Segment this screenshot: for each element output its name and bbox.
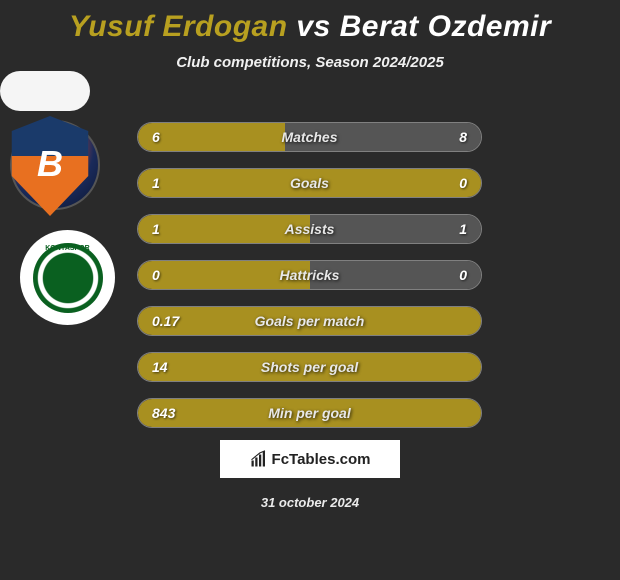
- stat-label: Assists: [285, 221, 335, 237]
- stat-row: 0 0 Hattricks: [137, 260, 482, 290]
- stat-row: 14 Shots per goal: [137, 352, 482, 382]
- stat-label: Min per goal: [268, 405, 350, 421]
- stat-value-left: 6: [152, 129, 160, 145]
- stat-label: Goals per match: [255, 313, 365, 329]
- stat-value-right: 0: [459, 267, 467, 283]
- stat-value-left: 14: [152, 359, 168, 375]
- stat-row: 1 0 Goals: [137, 168, 482, 198]
- stat-value-right: 8: [459, 129, 467, 145]
- club-badge-right: B: [0, 111, 100, 221]
- stat-value-left: 1: [152, 175, 160, 191]
- stat-value-left: 1: [152, 221, 160, 237]
- club-badge-left-icon: Konyaspor: [33, 243, 103, 313]
- stat-row: 1 1 Assists: [137, 214, 482, 244]
- stat-label: Shots per goal: [261, 359, 358, 375]
- stat-value-left: 0.17: [152, 313, 179, 329]
- stat-row: 6 8 Matches: [137, 122, 482, 152]
- stat-value-right: 0: [459, 175, 467, 191]
- club-badge-left-label: Konyaspor: [33, 245, 103, 252]
- footer-brand-box[interactable]: FcTables.com: [220, 440, 400, 478]
- title-player-left: Yusuf Erdogan: [69, 10, 288, 43]
- chart-icon: [250, 450, 268, 468]
- stat-row: 0.17 Goals per match: [137, 306, 482, 336]
- title-player-right: Berat Ozdemir: [340, 10, 552, 43]
- stat-label: Hattricks: [280, 267, 340, 283]
- stat-label: Matches: [281, 129, 337, 145]
- stats-bars: 6 8 Matches 1 0 Goals 1 1 Assists 0 0 Hattricks 0.17…: [137, 122, 482, 444]
- footer-brand-text: FcTables.com: [272, 451, 371, 468]
- club-badge-left: Konyaspor: [20, 230, 115, 325]
- bar-fill-right: [310, 215, 482, 243]
- title-vs: vs: [288, 10, 340, 43]
- subtitle: Club competitions, Season 2024/2025: [0, 54, 620, 71]
- avatar-right-player: [0, 71, 90, 111]
- stat-row: 843 Min per goal: [137, 398, 482, 428]
- footer-date: 31 october 2024: [261, 495, 359, 510]
- page-title: Yusuf Erdogan vs Berat Ozdemir: [0, 0, 620, 44]
- stat-label: Goals: [290, 175, 329, 191]
- stat-value-left: 843: [152, 405, 175, 421]
- bar-fill-left: [138, 123, 285, 151]
- stat-value-right: 1: [459, 221, 467, 237]
- club-badge-right-letter: B: [37, 143, 63, 185]
- stat-value-left: 0: [152, 267, 160, 283]
